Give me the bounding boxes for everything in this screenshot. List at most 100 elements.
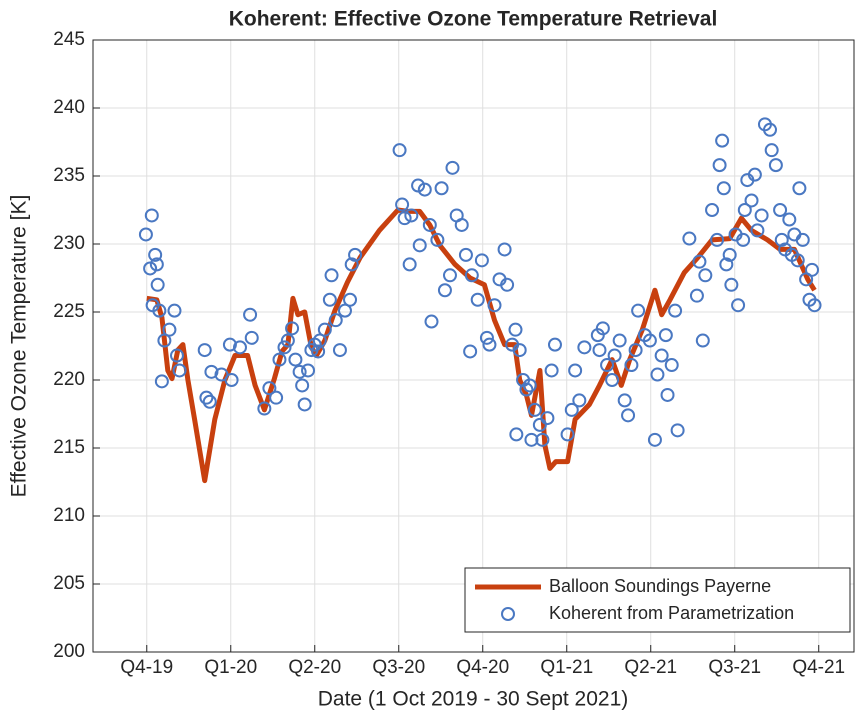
data-point bbox=[332, 343, 347, 358]
data-point bbox=[695, 333, 710, 348]
data-point bbox=[343, 292, 358, 307]
data-point bbox=[719, 257, 734, 272]
data-point bbox=[527, 402, 542, 417]
data-point bbox=[272, 352, 287, 367]
data-point bbox=[482, 337, 497, 352]
data-point bbox=[312, 333, 327, 348]
data-point bbox=[689, 288, 704, 303]
data-point bbox=[295, 378, 310, 393]
data-point bbox=[464, 268, 479, 283]
data-point bbox=[257, 401, 272, 416]
x-tick-label: Q2-20 bbox=[288, 657, 341, 678]
x-tick-label: Q1-21 bbox=[540, 657, 593, 678]
data-point bbox=[600, 358, 615, 373]
data-point bbox=[445, 160, 460, 175]
data-point bbox=[337, 303, 352, 318]
data-point bbox=[731, 298, 746, 313]
x-tick-label: Q4-21 bbox=[792, 657, 845, 678]
y-tick-label: 245 bbox=[53, 29, 85, 50]
y-tick-label: 225 bbox=[53, 301, 85, 322]
data-point bbox=[660, 387, 675, 402]
y-tick-label: 210 bbox=[53, 505, 85, 526]
data-point bbox=[144, 208, 159, 223]
data-point bbox=[540, 411, 555, 426]
data-point bbox=[148, 247, 163, 262]
data-point bbox=[670, 423, 685, 438]
data-point bbox=[244, 330, 259, 345]
data-point bbox=[722, 247, 737, 262]
data-point bbox=[150, 277, 165, 292]
data-point bbox=[768, 158, 783, 173]
data-line bbox=[146, 207, 817, 484]
data-point bbox=[392, 143, 407, 158]
data-point bbox=[782, 212, 797, 227]
data-point bbox=[422, 217, 437, 232]
data-point bbox=[463, 344, 478, 359]
data-point bbox=[795, 232, 810, 247]
x-tick-label: Q2-21 bbox=[624, 657, 677, 678]
data-point bbox=[605, 373, 620, 387]
data-point bbox=[568, 363, 583, 378]
data-point bbox=[430, 232, 445, 247]
data-point bbox=[277, 340, 292, 355]
data-point bbox=[535, 432, 550, 447]
y-tick-label: 220 bbox=[53, 369, 85, 390]
x-tick-label: Q4-19 bbox=[120, 657, 173, 678]
data-point bbox=[710, 232, 725, 247]
data-point bbox=[162, 322, 177, 337]
data-point bbox=[348, 247, 363, 262]
chart-title: Koherent: Effective Ozone Temperature Re… bbox=[229, 8, 718, 31]
data-point bbox=[224, 373, 239, 387]
data-point bbox=[621, 408, 636, 423]
data-point bbox=[202, 394, 217, 409]
data-point bbox=[417, 182, 432, 197]
data-point bbox=[437, 283, 452, 298]
legend-swatch bbox=[501, 607, 515, 621]
data-point bbox=[512, 343, 527, 358]
y-tick-label: 200 bbox=[53, 641, 85, 662]
data-point bbox=[736, 232, 751, 247]
y-tick-label: 215 bbox=[53, 437, 85, 458]
data-point bbox=[197, 343, 212, 358]
data-point bbox=[138, 227, 153, 242]
data-point bbox=[631, 303, 646, 318]
data-point bbox=[317, 322, 332, 337]
data-point bbox=[169, 348, 184, 363]
data-point bbox=[805, 262, 820, 277]
data-point bbox=[288, 352, 303, 367]
data-point bbox=[642, 333, 657, 348]
data-point bbox=[612, 333, 627, 348]
data-point bbox=[750, 223, 765, 238]
data-point bbox=[285, 321, 300, 336]
data-point bbox=[607, 348, 622, 363]
legend-label: Balloon Soundings Payerne bbox=[549, 576, 771, 596]
x-tick-label: Q3-20 bbox=[372, 657, 425, 678]
legend-label: Koherent from Parametrization bbox=[549, 603, 794, 623]
data-point bbox=[172, 363, 187, 378]
data-point bbox=[222, 337, 237, 352]
data-point bbox=[773, 203, 788, 217]
data-point bbox=[647, 432, 662, 447]
data-point bbox=[487, 298, 502, 313]
y-tick-label: 235 bbox=[53, 165, 85, 186]
data-point bbox=[509, 427, 524, 442]
data-point bbox=[792, 181, 807, 196]
data-point bbox=[280, 333, 295, 348]
data-point bbox=[774, 232, 789, 247]
data-point bbox=[344, 257, 359, 272]
data-point bbox=[434, 181, 449, 196]
data-point bbox=[328, 313, 343, 328]
data-point bbox=[744, 193, 759, 208]
data-point bbox=[654, 348, 669, 363]
data-point bbox=[592, 343, 607, 358]
data-point bbox=[412, 238, 427, 253]
data-point bbox=[715, 133, 730, 148]
data-point bbox=[560, 427, 575, 442]
data-point bbox=[716, 181, 731, 196]
data-point bbox=[547, 337, 562, 352]
data-point bbox=[747, 167, 762, 182]
data-point bbox=[577, 340, 592, 355]
axes-box bbox=[92, 39, 855, 653]
data-point bbox=[479, 330, 494, 345]
data-point bbox=[682, 231, 697, 246]
